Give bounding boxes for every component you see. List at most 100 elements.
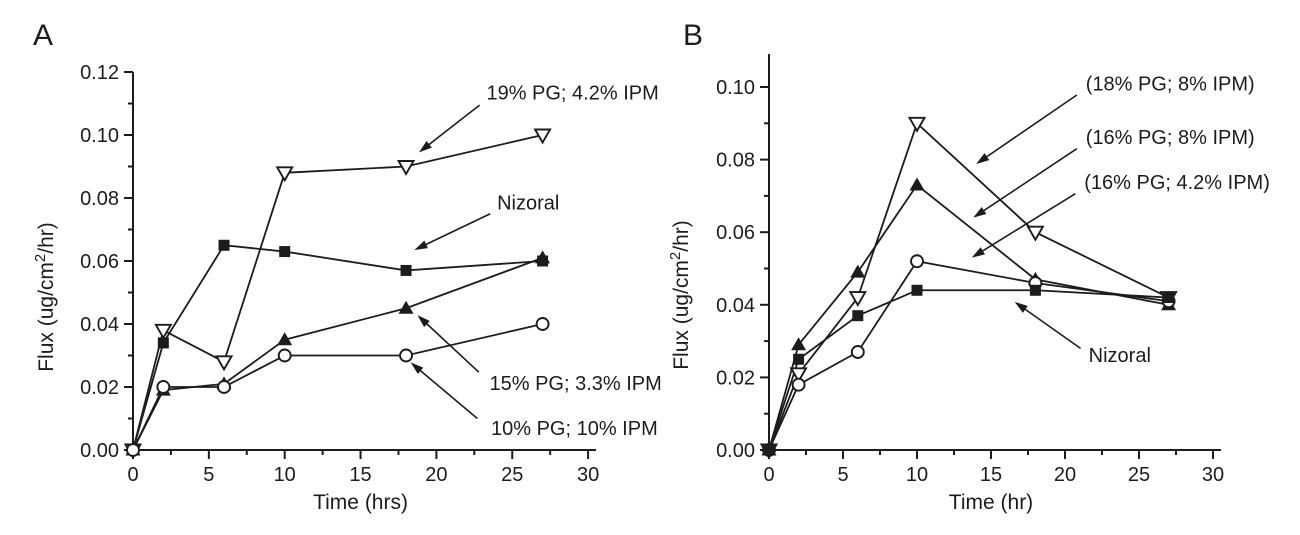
x-tick-label: 30 <box>577 464 599 486</box>
marker-circle-open <box>535 317 550 331</box>
marker-triangle-up-filled <box>909 177 925 191</box>
annotation-label: (16% PG; 4.2% IPM) <box>1084 172 1270 194</box>
series-line-3 <box>768 289 1169 451</box>
y-tick-label: 0.08 <box>716 150 755 172</box>
chart-panel-b: 0 5 10 15 20 25 30 0.00 0.02 0.04 0.06 0.08 0.10 Time… <box>650 0 1300 535</box>
marker-square-filled <box>911 284 923 296</box>
x-tick-label: 25 <box>1128 464 1150 486</box>
panel-label: B <box>683 19 703 52</box>
annotation-label: 19% PG; 4.2% IPM <box>486 82 658 104</box>
marker-triangle-up-filled <box>791 337 807 351</box>
chart-panel-a: 0 5 10 15 20 25 30 0.00 0.02 0.04 0.06 0.08 0.10 0.12… <box>32 19 662 514</box>
marker-triangle-up-filled <box>398 300 414 314</box>
annotation-arrow-head <box>414 240 428 250</box>
marker-triangle-down-open <box>214 355 234 372</box>
marker-triangle-up-filled <box>535 250 551 264</box>
marker-square-filled <box>1029 284 1041 296</box>
series-line-2 <box>768 260 1169 451</box>
marker-square-filled <box>279 246 291 258</box>
x-tick-label: 20 <box>425 464 447 486</box>
marker-circle-open <box>850 345 865 359</box>
annotation-arrow-head <box>971 247 986 258</box>
annotation-arrow-line <box>1024 308 1082 350</box>
annotation-arrow-line <box>420 370 478 420</box>
y-tick-label: 0.12 <box>80 62 119 84</box>
x-tick-label: 0 <box>763 464 774 486</box>
series-line-0 <box>132 134 543 451</box>
series-line-1 <box>132 244 543 451</box>
y-tick-label: 0.02 <box>716 367 755 389</box>
y-tick-label: 0.02 <box>80 377 119 399</box>
x-tick-label: 5 <box>837 464 848 486</box>
marker-triangle-down-open <box>1026 225 1045 242</box>
series-line-2 <box>132 257 543 451</box>
x-tick-label: 15 <box>980 464 1002 486</box>
marker-triangle-down-open <box>848 291 867 307</box>
marker-circle-open <box>156 380 171 394</box>
y-tick-label: 0.10 <box>716 77 755 99</box>
x-axis-label: Time (hr) <box>949 491 1033 514</box>
y-tick-label: 0.06 <box>80 251 119 273</box>
annotation-arrow-line <box>986 94 1078 158</box>
y-tick-label: 0.04 <box>716 295 755 317</box>
marker-triangle-down-open <box>789 367 808 384</box>
marker-square-filled <box>793 353 805 365</box>
y-tick-label: 0.10 <box>80 125 119 147</box>
marker-triangle-up-filled <box>277 332 293 346</box>
annotation-arrow-head <box>976 153 990 164</box>
marker-circle-open <box>791 377 806 392</box>
marker-square-filled <box>157 337 169 349</box>
panel-label: A <box>33 19 53 52</box>
marker-circle-open <box>217 380 231 394</box>
marker-square-filled <box>1163 292 1175 304</box>
annotation-arrow-line <box>426 323 480 373</box>
annotation-label: Nizoral <box>1089 345 1151 367</box>
marker-square-filled <box>852 310 864 322</box>
x-tick-label: 10 <box>906 464 928 486</box>
marker-circle-open <box>399 348 414 363</box>
marker-triangle-down-open <box>907 116 927 133</box>
annotation-arrow-head <box>417 315 430 328</box>
x-tick-label: 25 <box>501 464 523 486</box>
annotation-label: (16% PG; 8% IPM) <box>1086 127 1255 149</box>
annotation-arrow-head <box>973 206 987 218</box>
series-line-1 <box>768 183 1169 451</box>
annotation-arrow-head <box>1014 301 1028 313</box>
annotation-arrow-line <box>425 213 491 246</box>
marker-square-filled <box>218 239 230 251</box>
x-tick-label: 0 <box>127 464 138 486</box>
x-tick-label: 5 <box>203 464 214 486</box>
annotation-arrow-line <box>982 193 1076 252</box>
annotation-label: 10% PG; 10% IPM <box>491 418 658 440</box>
flux-vs-time-chart-b: 0 5 10 15 20 25 30 0.00 0.02 0.04 0.06 0.08 0.10 Time… <box>667 19 1270 514</box>
annotation-arrow-line <box>428 104 481 145</box>
y-tick-label: 0.08 <box>80 188 119 210</box>
marker-square-filled <box>400 264 412 276</box>
y-axis-label: Flux (ug/cm2/hr) <box>667 220 693 370</box>
y-tick-label: 0.00 <box>716 440 755 462</box>
annotation-label: (18% PG; 8% IPM) <box>1086 73 1255 95</box>
marker-triangle-down-open <box>154 323 173 340</box>
x-axis-label: Time (hrs) <box>313 491 408 514</box>
x-tick-label: 10 <box>274 464 296 486</box>
marker-triangle-down-open <box>275 166 294 183</box>
y-tick-label: 0.00 <box>80 440 119 462</box>
annotation-arrow-line <box>983 148 1078 212</box>
marker-circle-open <box>126 443 140 457</box>
annotation-arrow-head <box>410 362 424 375</box>
annotation-arrow-head <box>418 141 432 153</box>
marker-triangle-up-filled <box>850 264 866 278</box>
marker-triangle-down-open <box>396 160 416 176</box>
x-tick-label: 15 <box>349 464 371 486</box>
marker-circle-open <box>910 254 924 269</box>
marker-square-filled <box>763 444 775 456</box>
flux-vs-time-chart-a: 0 5 10 15 20 25 30 0.00 0.02 0.04 0.06 0.08 0.10 0.12… <box>32 19 662 514</box>
series-line-3 <box>132 323 543 451</box>
marker-triangle-down-open <box>533 128 552 145</box>
x-tick-label: 20 <box>1054 464 1076 486</box>
marker-circle-open <box>277 348 292 363</box>
annotation-label: Nizoral <box>497 193 559 215</box>
y-tick-label: 0.06 <box>716 222 755 244</box>
annotation-label: 15% PG; 3.3% IPM <box>489 373 661 395</box>
x-tick-label: 30 <box>1202 464 1224 486</box>
